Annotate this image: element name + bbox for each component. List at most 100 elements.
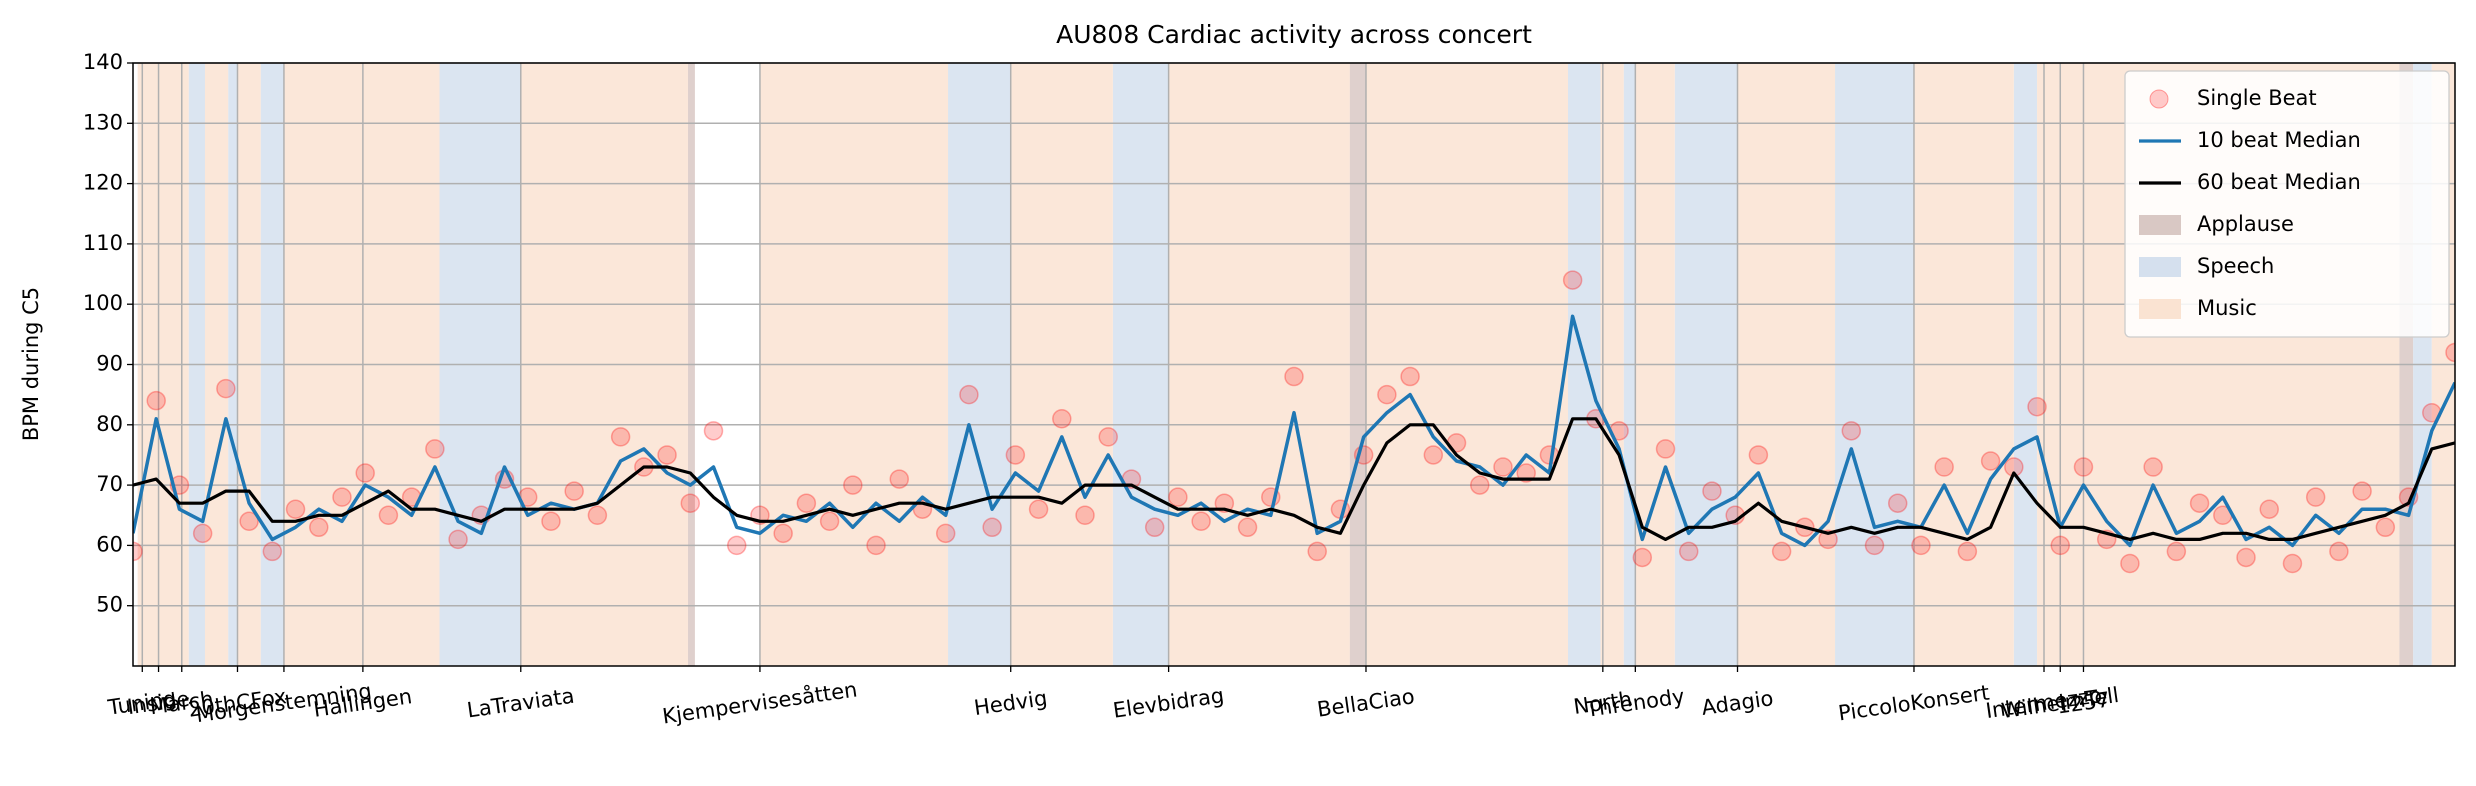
beat-point — [2445, 342, 2455, 363]
beat-point — [726, 535, 747, 556]
legend-label: Music — [2197, 296, 2257, 320]
beat-point — [1655, 439, 1676, 459]
y-tick-label: 90 — [96, 352, 123, 376]
legend-label: 10 beat Median — [2197, 128, 2361, 152]
beat-point — [773, 523, 793, 544]
beat-point — [2143, 457, 2163, 477]
beat-point — [1191, 511, 1211, 532]
beat-point — [2259, 499, 2279, 519]
beat-point — [216, 378, 236, 399]
beat-point — [2282, 553, 2303, 574]
beat-point — [146, 390, 166, 411]
x-tick-label: Hedvig — [972, 686, 1048, 720]
median-line — [133, 314, 2455, 548]
beat-point — [2050, 535, 2071, 556]
beat-point — [1168, 487, 1188, 507]
legend-box — [2124, 70, 2450, 338]
x-tick-label: Kjempervisesåtten — [661, 676, 859, 728]
beat-point — [425, 439, 445, 459]
beat-point — [819, 511, 840, 532]
beat-point — [1144, 517, 1165, 538]
legend-label: Single Beat — [2197, 86, 2317, 110]
legend-label: Speech — [2197, 254, 2274, 278]
x-tick-label: Adagio — [1700, 686, 1775, 720]
beat-point — [1307, 541, 1327, 562]
beat-point — [1052, 409, 1072, 429]
y-tick-label: 140 — [83, 50, 123, 74]
plot-frame — [132, 62, 2456, 667]
beat-point — [378, 505, 399, 525]
beat-point — [796, 493, 817, 513]
beat-point — [657, 445, 677, 465]
beat-point — [1934, 457, 1954, 477]
beat-point — [541, 511, 561, 532]
beat-point — [1818, 529, 1838, 550]
beat-point — [239, 511, 259, 532]
beat-point — [1377, 384, 1397, 405]
y-tick-label: 70 — [96, 472, 123, 496]
beat-point — [448, 529, 468, 550]
beat-point — [2236, 547, 2256, 568]
beat-point — [133, 541, 143, 562]
beat-point — [1678, 541, 1699, 562]
beat-point — [1237, 517, 1258, 538]
beat-point — [889, 469, 910, 489]
beat-point — [843, 475, 863, 495]
x-tick-label: BellaCiao — [1316, 684, 1416, 721]
x-tick-label: Elevbidrag — [1111, 683, 1225, 722]
beat-point — [2305, 487, 2326, 507]
beat-point — [1887, 493, 1908, 513]
beat-point — [680, 493, 701, 513]
legend-swatch — [2139, 299, 2181, 319]
beat-point — [1562, 270, 1583, 290]
beat-point — [355, 463, 375, 483]
y-tick-label: 120 — [83, 171, 123, 195]
beat-point — [1400, 366, 1420, 387]
beat-point — [703, 421, 724, 441]
beat-point — [1423, 445, 1444, 465]
beat-point — [982, 517, 1002, 538]
beat-point — [587, 505, 608, 525]
y-tick-label: 80 — [96, 412, 123, 436]
beat-point — [1632, 547, 1653, 568]
beat-point — [2329, 541, 2349, 562]
beat-point — [2073, 457, 2094, 477]
legend-swatch — [2149, 89, 2169, 109]
beat-point — [1702, 481, 1722, 501]
x-tick-label: LaTraviata — [465, 684, 575, 723]
plot-area — [133, 270, 2455, 574]
beat-point — [935, 523, 956, 544]
x-tick-label: Threnody — [1583, 684, 1686, 722]
beat-point — [1980, 451, 2001, 471]
legend-swatch — [2139, 257, 2181, 277]
beat-point — [610, 427, 631, 447]
beat-point — [262, 541, 283, 562]
beat-point — [1284, 366, 1304, 387]
y-tick-label: 50 — [96, 593, 123, 617]
beat-point — [1841, 421, 1862, 441]
beat-point — [1005, 445, 1026, 465]
beat-point — [1748, 445, 1769, 465]
beat-point — [959, 384, 979, 405]
y-axis-label: BPM during C5 — [19, 287, 43, 441]
legend-swatch — [2139, 215, 2181, 235]
beat-point — [192, 523, 213, 544]
x-tick-label: PiccoloKonsert — [1837, 681, 1991, 726]
beat-point — [1028, 499, 1049, 519]
beat-point — [1075, 505, 1095, 525]
beat-point — [564, 481, 584, 501]
beat-point — [332, 487, 352, 507]
beat-point — [866, 535, 886, 556]
beat-point — [2120, 553, 2140, 574]
beat-point — [1098, 427, 1118, 447]
beat-point — [2166, 541, 2187, 562]
y-tick-label: 100 — [83, 291, 123, 315]
y-tick-label: 130 — [83, 110, 123, 134]
beat-point — [1470, 475, 1490, 495]
beat-point — [2375, 517, 2396, 538]
beat-point — [1771, 541, 1792, 562]
y-tick-label: 60 — [96, 532, 123, 556]
legend-label: 60 beat Median — [2197, 170, 2361, 194]
